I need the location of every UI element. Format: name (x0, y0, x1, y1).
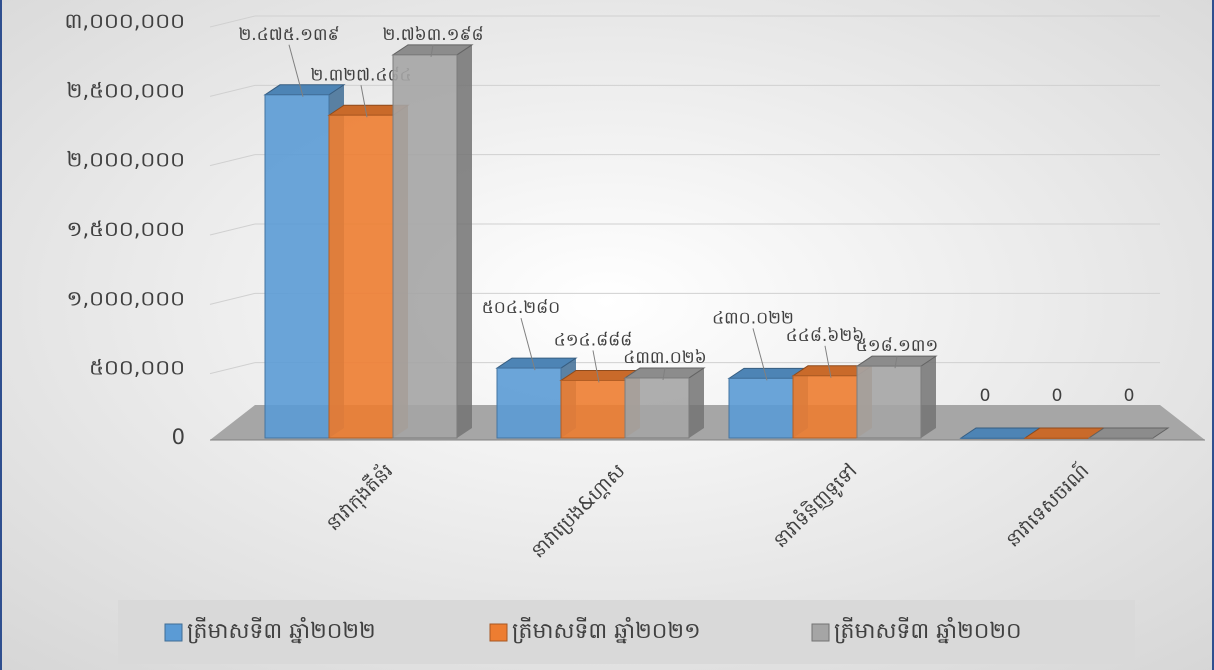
leader-line (430, 44, 434, 57)
bar-face (263, 84, 346, 96)
legend-swatch (489, 623, 508, 642)
leader-line (592, 350, 600, 383)
leader-line (288, 44, 304, 97)
leader-line (824, 345, 832, 378)
value-label: 0 (980, 386, 991, 406)
bar-face (264, 94, 330, 439)
bar-face (495, 357, 578, 369)
bar-face (624, 377, 690, 439)
value-label: ៤១៤.៨៨៨ (554, 330, 632, 350)
bar-face (560, 379, 626, 439)
bar-face (457, 44, 472, 438)
leader-line (894, 356, 898, 369)
legend-label: ត្រីមាសទី៣ ឆ្នាំ២០២២ (187, 617, 376, 644)
legend-swatch (811, 623, 830, 642)
grid-line (209, 84, 256, 97)
y-tick-label: ១,៥០០,០០០ (67, 217, 185, 241)
grid-line (209, 154, 256, 167)
grid-line (209, 15, 256, 28)
y-tick-label: ៣,០០០,០០០ (64, 9, 185, 33)
bar-face (728, 377, 794, 439)
leader-line (662, 367, 666, 381)
value-label: ២.៤៧៥.១៣៩ (238, 25, 339, 45)
bar-face (921, 356, 936, 438)
value-label: ២.៧៦៣.១៩៨ (382, 25, 483, 45)
value-label: ៤៤៨.៦២៦ (786, 326, 864, 346)
bar-face (496, 367, 562, 439)
y-tick-label: ២,០០០,០០០ (67, 148, 185, 172)
value-label: ៤៣០.០២២ (712, 308, 794, 328)
legend-swatch (164, 623, 183, 642)
grid-line (209, 223, 256, 236)
y-tick-label: ១,០០០,០០០ (67, 286, 185, 310)
bar-face (1087, 427, 1170, 439)
bar-face (960, 437, 1026, 439)
value-label: ២.៣២៧.៤៨៤ (310, 65, 411, 85)
grid-line (209, 292, 256, 305)
bar (623, 367, 706, 439)
value-label: ៥០៤.២៨០ (482, 298, 560, 318)
legend-label: ត្រីមាសទី៣ ឆ្នាំ២០២០ (834, 617, 1022, 644)
leader-line (360, 85, 368, 118)
bar-face (328, 114, 394, 439)
bar-face (856, 365, 922, 439)
bar (391, 44, 474, 439)
leader-line (752, 328, 768, 381)
bar-face (1024, 437, 1090, 439)
leader-line (520, 317, 536, 371)
bar (1087, 427, 1170, 439)
grid-line (209, 362, 256, 375)
bar-face (392, 54, 458, 439)
bar-face (792, 375, 858, 439)
y-tick-label: 0 (172, 425, 185, 449)
value-label: ៤៣៣.០២៦ (623, 348, 706, 368)
bar (855, 355, 938, 439)
bar-face (689, 367, 704, 438)
legend-box (118, 600, 1135, 664)
value-label: ៥១៨.១៣១ (856, 336, 939, 356)
bar-face (1088, 437, 1154, 439)
y-tick-label: ៥០០,០០០ (89, 356, 185, 380)
legend-label: ត្រីមាសទី៣ ឆ្នាំ២០២១ (512, 617, 701, 644)
value-label: 0 (1124, 386, 1135, 406)
value-label: 0 (1052, 386, 1063, 406)
y-tick-label: ២,៥០០,០០០ (67, 78, 185, 102)
